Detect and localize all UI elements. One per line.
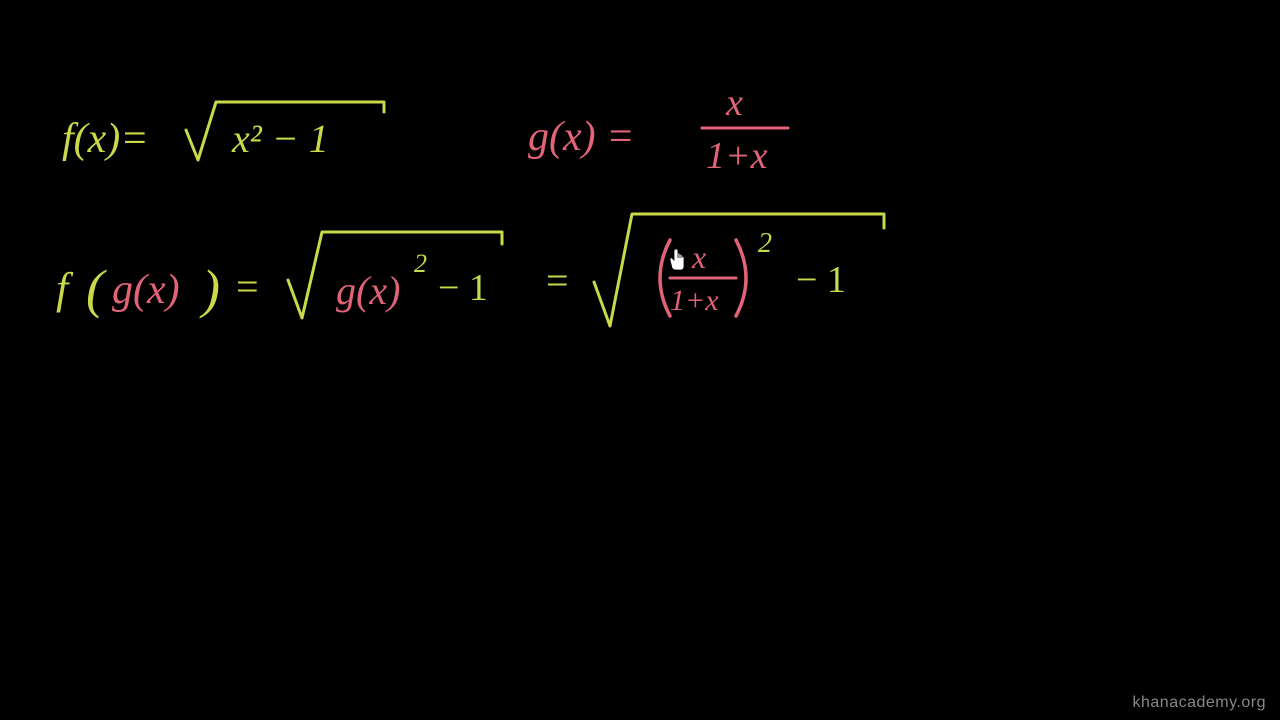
comp-g-of-x: g(x) <box>112 267 180 313</box>
comp-equals-1: = <box>236 264 259 309</box>
g-numerator: x <box>725 82 743 124</box>
g-denominator: 1+x <box>706 135 768 177</box>
comp-open-paren: ( <box>86 259 107 319</box>
comp-minus1-b: − 1 <box>796 259 846 301</box>
background <box>0 0 1280 720</box>
watermark-text: khanacademy.org <box>1133 694 1267 712</box>
comp-under1-g: g(x) <box>336 268 400 313</box>
comp-under1-minus1: − 1 <box>438 267 488 309</box>
comp-inner-num: x <box>691 239 706 275</box>
comp-under1-sup: 2 <box>414 249 427 278</box>
comp-inner-sup: 2 <box>758 228 772 259</box>
f-under-root: x² − 1 <box>231 116 329 161</box>
comp-equals-2: = <box>546 258 569 303</box>
f-lhs: f(x)= <box>62 116 149 162</box>
comp-close-paren: ) <box>199 259 220 319</box>
g-lhs: g(x) = <box>528 114 634 160</box>
comp-inner-den: 1+x <box>670 284 719 317</box>
blackboard-canvas: f(x)= x² − 1 g(x) = x 1+x f ( g(x) ) = g… <box>0 0 1280 720</box>
